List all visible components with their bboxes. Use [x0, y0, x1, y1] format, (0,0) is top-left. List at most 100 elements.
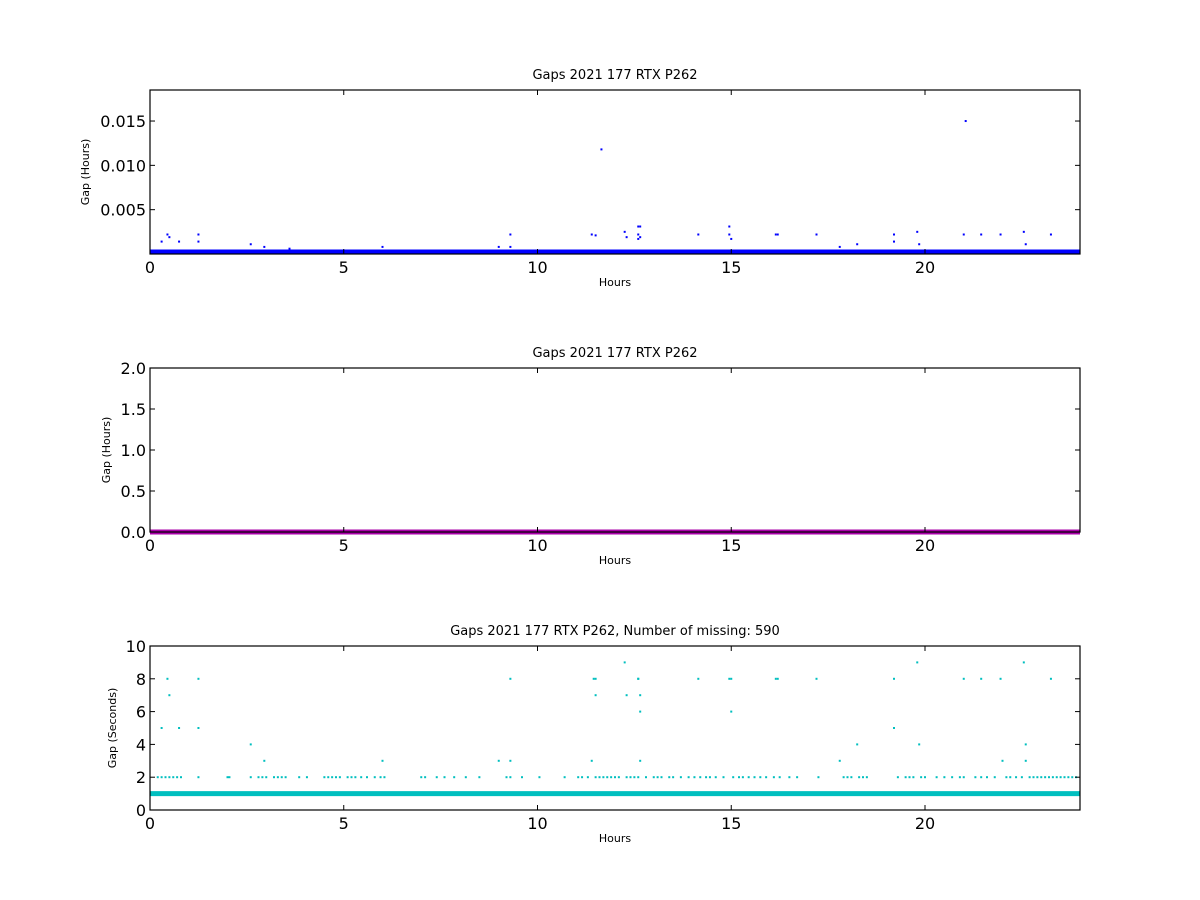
data-point	[538, 776, 541, 779]
data-point	[160, 240, 163, 243]
data-point	[600, 148, 603, 151]
data-point	[505, 776, 508, 779]
data-point	[625, 236, 628, 239]
data-point	[1022, 230, 1025, 233]
data-point	[999, 233, 1002, 236]
bottom-gap-seconds-plot: 0 5 10 15 20 0 2 4 6 8 10 Gaps 2021 177 RTX P262, N…	[106, 624, 1081, 845]
data-point	[774, 233, 777, 236]
y-tick-label: 0.010	[100, 156, 146, 175]
data-point	[639, 225, 642, 228]
data-point	[842, 776, 845, 779]
data-point	[633, 776, 636, 779]
data-point	[1067, 776, 1070, 779]
data-point	[943, 776, 946, 779]
y-tick-label: 4	[136, 735, 146, 754]
data-point	[594, 677, 597, 680]
data-point	[1044, 776, 1047, 779]
middle-gap-hours-plot: 0 5 10 15 20 0.0 0.5 1.0 1.5 2.0 Gaps 2021 177 RTX…	[100, 346, 1081, 567]
data-point	[668, 776, 671, 779]
data-point	[738, 776, 740, 779]
data-point	[1024, 743, 1027, 746]
data-point	[509, 677, 512, 680]
data-point	[856, 243, 859, 246]
data-point	[335, 776, 337, 779]
data-point	[1036, 776, 1039, 779]
y-tick-label: 1.5	[121, 400, 146, 419]
data-point	[652, 776, 655, 779]
data-point	[1071, 776, 1074, 779]
axes-frame	[149, 89, 1081, 255]
data-point	[1063, 776, 1066, 779]
data-point	[1040, 776, 1043, 779]
data-point	[796, 776, 799, 779]
data-point	[838, 759, 841, 762]
data-point	[728, 225, 731, 228]
data-point	[817, 776, 820, 779]
data-point	[168, 236, 171, 239]
data-point	[509, 245, 512, 248]
data-point	[172, 776, 175, 779]
data-point	[893, 233, 895, 236]
data-point	[420, 776, 423, 779]
data-point	[276, 776, 279, 779]
data-point	[228, 776, 231, 779]
y-tick-label: 0.005	[100, 201, 146, 220]
data-point	[598, 776, 601, 779]
data-point	[896, 776, 899, 779]
top-gap-hours-plot: 0 5 10 15 20 0.005 0.010 0.015 Gaps 2021 177 RTX…	[79, 68, 1081, 289]
data-point	[592, 677, 595, 680]
y-tick-label: 8	[136, 670, 146, 689]
data-point	[298, 776, 301, 779]
data-point	[594, 776, 597, 779]
data-point	[993, 776, 996, 779]
data-point	[263, 759, 266, 762]
data-point	[893, 240, 895, 243]
data-point	[815, 233, 818, 236]
data-point	[637, 233, 640, 236]
data-point	[964, 120, 967, 123]
x-tick-label: 15	[721, 536, 741, 555]
data-point	[999, 677, 1002, 680]
data-point	[1051, 776, 1054, 779]
y-tick-label: 2	[136, 768, 146, 787]
data-point	[912, 776, 915, 779]
data-point	[920, 776, 923, 779]
data-point	[373, 776, 376, 779]
data-point	[699, 776, 702, 779]
data-point	[178, 240, 181, 243]
x-tick-label: 10	[527, 536, 547, 555]
data-point	[168, 776, 171, 779]
data-point	[838, 245, 841, 248]
data-point	[656, 776, 659, 779]
data-point	[594, 234, 597, 237]
data-point	[629, 776, 632, 779]
data-point	[714, 776, 717, 779]
data-point	[637, 225, 640, 228]
data-point	[1048, 776, 1050, 779]
data-point	[639, 710, 642, 713]
data-point	[893, 677, 895, 680]
data-point	[637, 237, 640, 240]
data-point	[958, 776, 961, 779]
data-point	[1032, 776, 1035, 779]
data-point	[639, 236, 642, 239]
data-point	[197, 677, 200, 680]
data-point	[1024, 243, 1027, 246]
data-point	[323, 776, 326, 779]
data-point	[708, 776, 711, 779]
data-point	[774, 677, 777, 680]
data-point	[160, 727, 163, 729]
data-point	[759, 776, 762, 779]
data-point	[614, 776, 616, 779]
x-tick-label: 0	[145, 814, 155, 833]
data-point	[617, 776, 620, 779]
data-point	[354, 776, 357, 779]
data-point	[637, 776, 640, 779]
data-point	[178, 727, 181, 729]
data-point	[772, 776, 775, 779]
data-point	[1059, 776, 1062, 779]
data-point	[645, 776, 647, 779]
data-point	[280, 776, 283, 779]
data-point	[263, 245, 266, 248]
data-point	[1024, 759, 1027, 762]
